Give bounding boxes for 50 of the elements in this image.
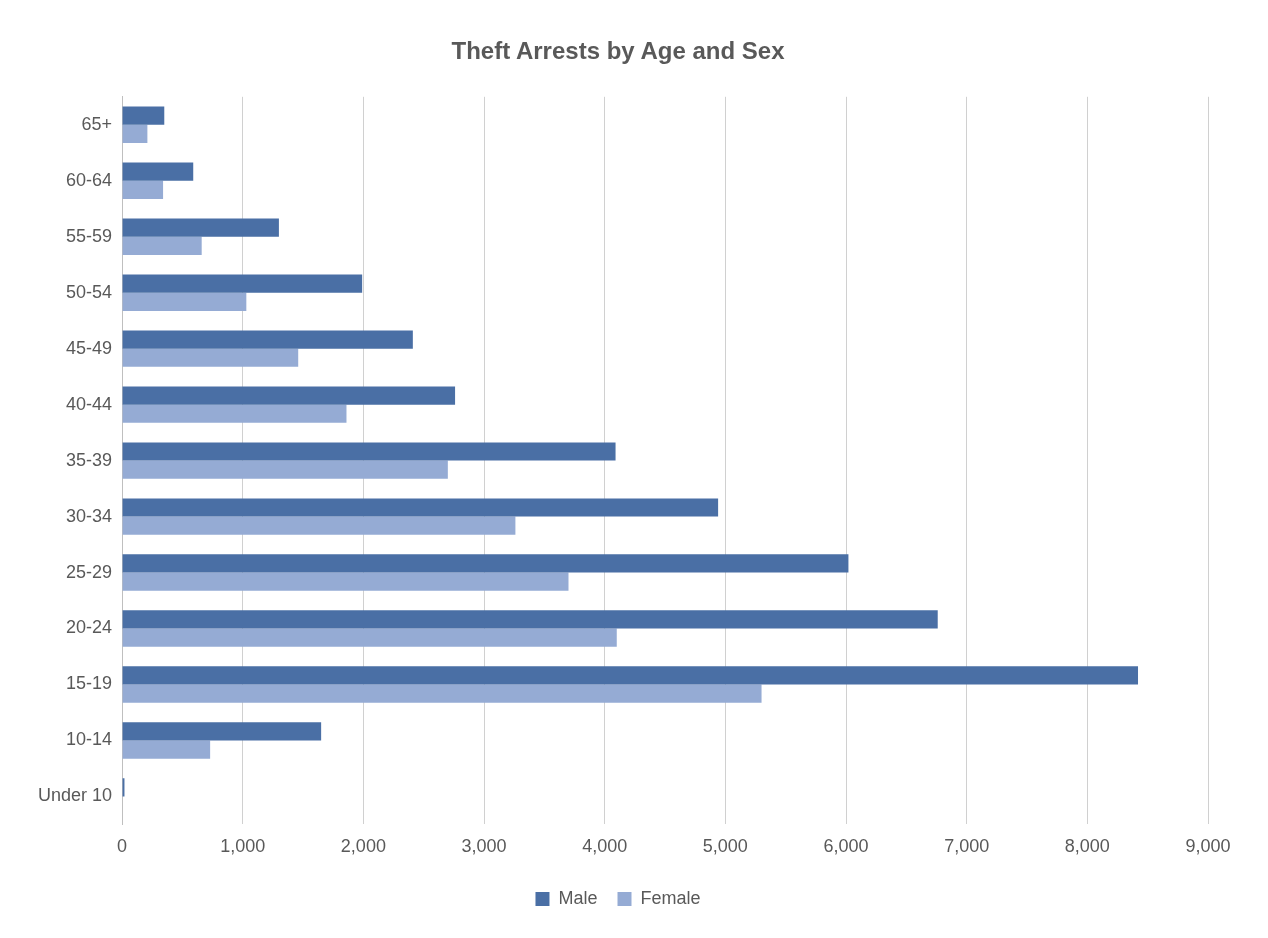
- y-tick-label: 30-34: [66, 505, 113, 526]
- y-tick-label: 40-44: [66, 393, 113, 414]
- x-tick-label: 0: [117, 836, 128, 857]
- bar: [122, 610, 938, 629]
- bar: [122, 124, 148, 143]
- bar: [122, 292, 247, 311]
- bar: [122, 516, 516, 535]
- bar: [122, 404, 347, 423]
- bar: [122, 106, 165, 125]
- bar: [122, 460, 448, 479]
- y-tick-label: 20-24: [66, 617, 113, 638]
- y-tick-label: 15-19: [66, 673, 113, 694]
- x-tick-label: 4,000: [582, 836, 628, 857]
- bar: [122, 554, 849, 573]
- y-tick-label: 60-64: [66, 169, 113, 190]
- x-tick-label: 3,000: [461, 836, 507, 857]
- bar: [122, 722, 322, 741]
- bar: [122, 442, 616, 461]
- y-tick-label: 35-39: [66, 449, 113, 470]
- bar: [122, 740, 211, 759]
- y-tick-label: 25-29: [66, 561, 113, 582]
- x-tick-label: 9,000: [1185, 836, 1231, 857]
- y-tick-label: Under 10: [37, 785, 113, 806]
- y-tick-label: 10-14: [66, 729, 113, 750]
- legend-label: Male: [558, 887, 598, 908]
- chart-title: Theft Arrests by Age and Sex: [451, 37, 786, 65]
- x-tick-label: 5,000: [702, 836, 748, 857]
- bar: [122, 236, 202, 255]
- bar: [122, 666, 1139, 685]
- y-tick-label: 65+: [81, 113, 113, 134]
- bar: [122, 162, 194, 181]
- legend-label: Female: [640, 887, 701, 908]
- x-tick-label: 6,000: [823, 836, 869, 857]
- y-tick-label: 45-49: [66, 337, 113, 358]
- bar: [122, 218, 279, 237]
- bar: [122, 180, 164, 199]
- bar: [122, 386, 456, 405]
- bar: [122, 572, 569, 591]
- y-tick-label: 55-59: [66, 225, 113, 246]
- bar: [122, 348, 299, 367]
- x-tick-label: 1,000: [220, 836, 266, 857]
- x-tick-label: 8,000: [1064, 836, 1110, 857]
- bar: [122, 628, 617, 647]
- y-tick-label: 50-54: [66, 281, 113, 302]
- bar: [122, 684, 762, 703]
- x-tick-label: 2,000: [340, 836, 386, 857]
- x-tick-label: 7,000: [944, 836, 990, 857]
- bar: [122, 498, 719, 517]
- bar: [122, 330, 413, 349]
- bar: [122, 274, 363, 293]
